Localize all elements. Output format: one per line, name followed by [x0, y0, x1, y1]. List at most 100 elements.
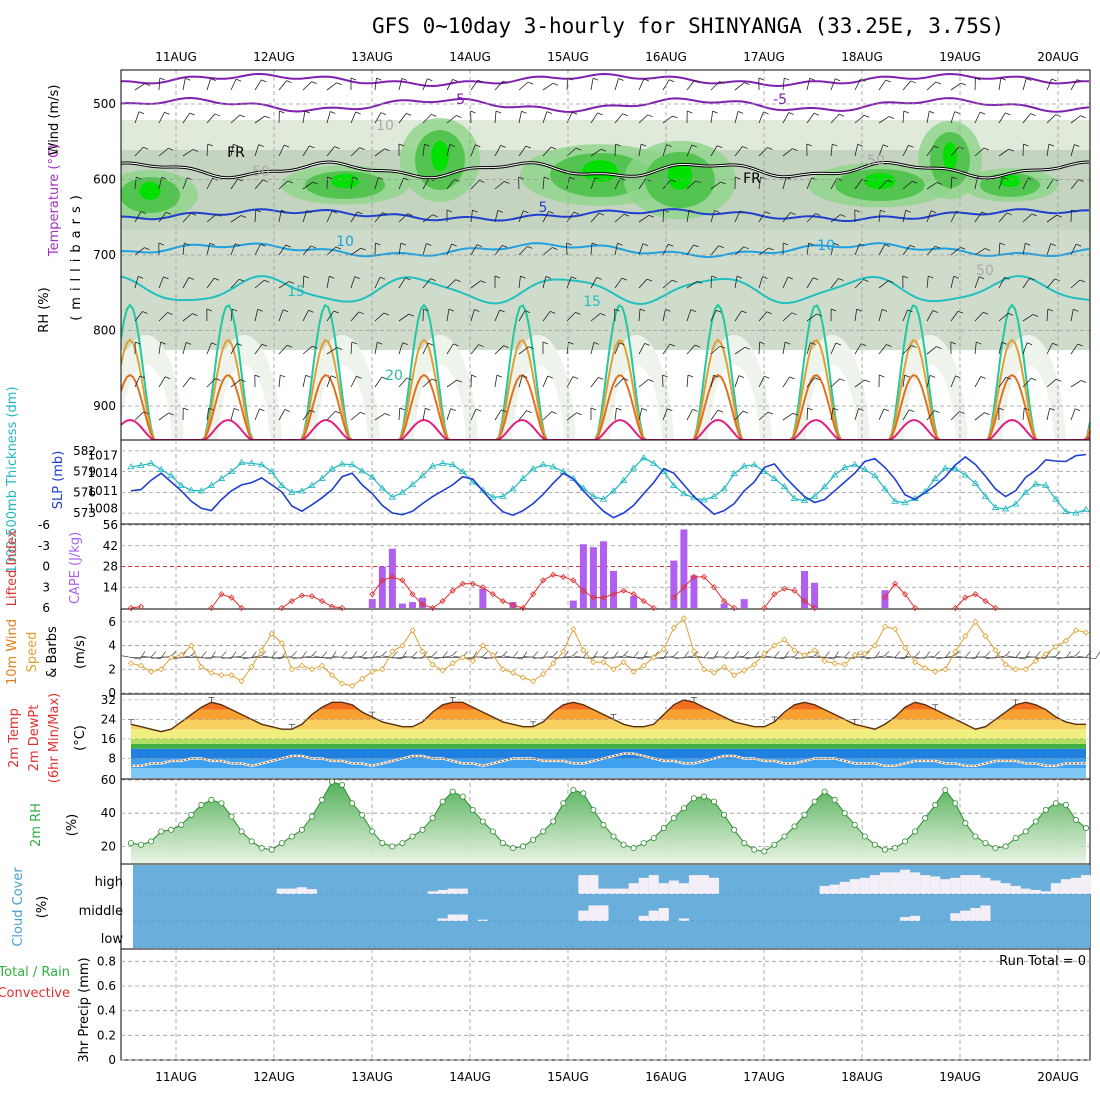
wind10m-barb [251, 651, 257, 659]
rh2m-marker [660, 825, 667, 832]
wind-barb [496, 374, 503, 378]
wind10m-barb [1024, 651, 1030, 660]
wind10m-marker [982, 633, 989, 640]
wind10m-barb [613, 656, 634, 659]
thickness-marker [931, 474, 939, 481]
wind-barb [474, 309, 480, 312]
wind10m-barb [1015, 651, 1021, 658]
wind-barb [806, 213, 816, 223]
wind-barb [744, 346, 751, 350]
wind-barb [833, 243, 840, 246]
wind-barb [714, 210, 720, 213]
lifted-marker [881, 594, 889, 601]
wind-barb [494, 345, 504, 355]
contour-label: 10 [376, 118, 394, 134]
wind-barb [686, 280, 698, 289]
wind-barb [734, 410, 744, 421]
wind-barb [475, 408, 482, 412]
wind-barb [304, 110, 311, 114]
cloud-bar-high [1000, 883, 1011, 894]
wind-label: Wind (m/s) [47, 85, 62, 156]
wind10m-barb [442, 651, 448, 658]
wind-barb [806, 407, 809, 421]
wind-barb [495, 110, 502, 114]
wind-barb [903, 110, 909, 114]
date-label-top: 19AUG [939, 50, 981, 64]
wind10m-barb [271, 651, 277, 658]
wind-barb [935, 245, 941, 249]
wind10m-barb [392, 651, 398, 658]
wind-barb [1070, 243, 1077, 256]
wind10m-barb [1095, 651, 1100, 659]
wind10m-barb [965, 651, 971, 658]
wind-barb [230, 215, 242, 223]
wind10m-marker [379, 666, 386, 673]
wind-barb [1032, 314, 1039, 317]
wind-barb [638, 343, 645, 355]
wind-barb [230, 379, 241, 388]
thickness-marker [1032, 480, 1040, 487]
wind-barb [548, 211, 554, 214]
contour-label: FR [227, 145, 245, 161]
wind-barb [398, 143, 405, 147]
lifted-marker [550, 571, 557, 578]
lifted-tick: 3 [42, 580, 50, 594]
cape-bar [811, 582, 819, 608]
lifted-marker [570, 577, 577, 584]
wind-barb [1022, 342, 1028, 355]
wind-barb [278, 409, 286, 421]
wind-barb [550, 146, 557, 150]
thickness-marker [519, 474, 527, 481]
wind-barb [351, 341, 357, 345]
wind-barb [832, 407, 839, 411]
wind-barb [521, 110, 527, 114]
thickness-marker [247, 459, 256, 466]
wind-barb [381, 376, 387, 380]
wind-barb [278, 210, 282, 223]
wind-barb [189, 112, 195, 116]
wind10m-marker [771, 642, 778, 649]
wind-barb [615, 143, 621, 147]
wind-barb [518, 246, 528, 256]
rh-blob [943, 142, 957, 170]
wind-barb [206, 278, 215, 289]
cloud-bar-high [980, 877, 991, 894]
wind-barb [929, 110, 935, 114]
wind-barb [566, 276, 572, 289]
wind-barb [815, 213, 821, 216]
wind-barb [743, 246, 749, 250]
wind-barb [1048, 143, 1055, 147]
lifted-tick: 6 [42, 601, 50, 615]
wind-barb [640, 143, 647, 147]
wind-barb [1046, 214, 1058, 223]
wind-barb [902, 309, 908, 322]
date-label-top: 16AUG [645, 50, 687, 64]
wind-barb [619, 342, 625, 346]
wind10m-marker [630, 668, 637, 675]
wind-barb [185, 342, 192, 345]
wind-barb [134, 276, 139, 289]
wind-barb [210, 78, 216, 81]
wind-barb [422, 378, 433, 388]
wind-barb [960, 246, 966, 250]
rh2m-marker [459, 793, 466, 800]
run-total-label: Run Total = 0 [999, 954, 1086, 969]
wind10m-barb [1004, 651, 1011, 657]
wind10m-barb [562, 651, 569, 659]
wind10m-barb [885, 655, 905, 660]
wind-barb [979, 111, 986, 115]
wind-barb [614, 308, 620, 312]
wind-barb [302, 310, 309, 322]
wind-barb [1051, 78, 1057, 82]
panel-frames [120, 439, 1091, 1061]
rh2m-marker [188, 811, 195, 818]
wind-barb [662, 309, 666, 322]
wind-barb [936, 182, 943, 185]
wind-barb [980, 376, 986, 379]
wind-barb [902, 245, 911, 256]
wind-barb [1024, 407, 1030, 411]
wind-barb [839, 378, 845, 382]
rh2m-marker [1083, 825, 1090, 832]
rh2m-marker [610, 833, 617, 840]
rh2m-marker [530, 836, 537, 843]
